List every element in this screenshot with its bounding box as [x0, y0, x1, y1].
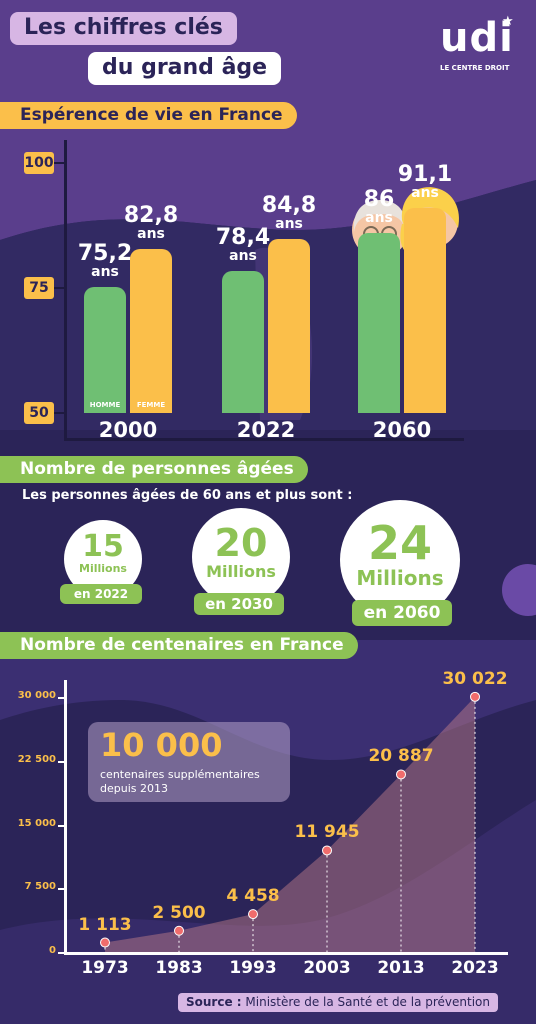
chart3-point-2013	[396, 769, 406, 780]
chart1-y-axis	[64, 140, 67, 440]
chart3-tick-mark	[58, 760, 66, 763]
chart1-tick-mark	[54, 287, 66, 289]
logo-subtitle: LE CENTRE DROIT	[440, 64, 510, 72]
chart3-x-label-2003: 2003	[303, 958, 351, 978]
chart1-y-tick-label: 50	[24, 402, 54, 424]
chart1-bar-legend-label: FEMME	[136, 401, 166, 409]
section2-title: Nombre de personnes âgées	[0, 456, 308, 483]
chart3-value-label-1993: 4 458	[226, 886, 280, 907]
chart3-tick-mark	[58, 824, 66, 827]
chart3-tick-mark	[58, 888, 66, 891]
chart1-bar-legend-label: HOMME	[89, 401, 121, 409]
chart1-tick-mark	[54, 162, 66, 164]
title-line-2: du grand âge	[88, 52, 282, 85]
chart1-bar-femme-2060	[404, 207, 446, 413]
chart3-point-2003	[322, 845, 332, 856]
callout-number: 10 000	[100, 726, 223, 764]
chart3-y-tick-label: 30 000	[17, 690, 56, 701]
stat-number: 15	[82, 529, 124, 564]
chart3-x-label-1993: 1993	[229, 958, 277, 978]
callout-text-1: centenaires supplémentaires	[100, 768, 260, 781]
chart1-x-label-2022: 2022	[236, 418, 296, 442]
chart3-point-1973	[100, 937, 110, 948]
chart1-value-number: 75,2	[77, 241, 133, 266]
stat-unit: Millions	[79, 562, 127, 575]
stat-number: 20	[214, 521, 268, 565]
chart1-value-unit: ans	[411, 184, 439, 201]
chart3-x-label-2013: 2013	[377, 958, 425, 978]
stat-unit: Millions	[206, 562, 276, 581]
source-text: Ministère de la Santé et de la préventio…	[245, 995, 490, 1009]
stat-year-2060: en 2060	[352, 600, 452, 626]
chart3-y-axis	[64, 680, 67, 954]
chart3-value-label-2023: 30 022	[442, 668, 508, 689]
chart3-y-tick-label: 7 500	[24, 881, 56, 893]
chart1-value-label: 75,2 ans	[65, 241, 145, 280]
chart1-y-tick-label: 75	[24, 277, 54, 299]
chart1-value-number: 84,8	[261, 193, 317, 218]
logo-star-icon: ★	[502, 14, 514, 29]
stat-unit: Millions	[356, 566, 444, 590]
chart1-x-label-2000: 2000	[98, 418, 158, 442]
stat-year-2030: en 2030	[194, 593, 284, 615]
chart3-x-label-2023: 2023	[451, 958, 499, 978]
chart1-value-unit: ans	[275, 216, 303, 232]
chart1-value-unit: ans	[91, 264, 119, 280]
chart1-bar-homme-2060	[358, 233, 400, 413]
chart1-value-label: 91,1 ans	[385, 161, 465, 201]
chart3-value-label-2013: 20 887	[368, 746, 434, 767]
chart1-value-unit: ans	[229, 248, 257, 264]
title-line-1: Les chiffres clés	[10, 12, 237, 45]
callout-box: 10 000 centenaires supplémentaires depui…	[88, 722, 290, 802]
section2-subtitle: Les personnes âgées de 60 ans et plus so…	[22, 488, 353, 503]
chart3-value-label-2003: 11 945	[294, 822, 360, 843]
chart1-value-label: 82,8 ans	[111, 203, 191, 242]
section1-title: Espérence de vie en France	[0, 102, 297, 129]
udi-logo: udi ★ LE CENTRE DROIT	[440, 14, 520, 72]
chart3-y-tick-label: 22 500	[17, 753, 56, 765]
chart3-x-label-1983: 1983	[155, 958, 203, 978]
source-pill: Source : Ministère de la Santé et de la …	[178, 993, 498, 1012]
logo-text: udi	[440, 15, 514, 61]
chart3-tick-mark	[58, 697, 66, 699]
chart3-tick-mark	[58, 952, 66, 954]
stat-number: 24	[367, 516, 432, 570]
chart3-point-2023	[470, 691, 480, 702]
chart1-value-unit: ans	[365, 210, 393, 226]
chart3-point-1993	[248, 909, 258, 920]
chart3-value-label-1973: 1 113	[78, 914, 132, 935]
chart1-bar-homme-2022	[222, 271, 264, 413]
chart1-value-unit: ans	[137, 226, 165, 242]
chart1-value-label: 86 ans	[339, 187, 419, 226]
chart1-bar-homme-2000: HOMME	[84, 287, 126, 413]
chart3-area	[105, 696, 475, 952]
chart1-x-label-2060: 2060	[372, 418, 432, 442]
chart1-value-label: 84,8 ans	[249, 193, 329, 232]
chart3-value-label-1983: 2 500	[152, 902, 206, 923]
chart3-x-label-1973: 1973	[81, 958, 129, 978]
chart1-y-tick-label: 100	[24, 152, 54, 174]
chart1-value-label: 78,4 ans	[203, 225, 283, 264]
chart1-bar-femme-2022	[268, 239, 310, 413]
chart1-tick-mark	[54, 412, 66, 414]
chart3-y-tick-label: 15 000	[17, 817, 56, 829]
chart1-value-number: 86	[363, 187, 395, 212]
chart3-point-1983	[174, 925, 184, 936]
section3-title: Nombre de centenaires en France	[0, 632, 358, 659]
stat-year-2022: en 2022	[60, 584, 142, 604]
chart1-value-number: 82,8	[123, 203, 179, 228]
chart1-bar-femme-2000: FEMME	[130, 249, 172, 413]
stat-circle-2030: 20 Millions	[192, 508, 290, 606]
callout-text-2: depuis 2013	[100, 782, 168, 795]
source-label: Source :	[186, 995, 242, 1009]
chart1-value-number: 91,1	[397, 161, 453, 187]
chart3-x-axis	[64, 952, 508, 955]
chart1-x-axis	[64, 438, 464, 441]
chart1-value-number: 78,4	[215, 225, 271, 250]
chart3-y-tick-label: 0	[49, 945, 56, 956]
